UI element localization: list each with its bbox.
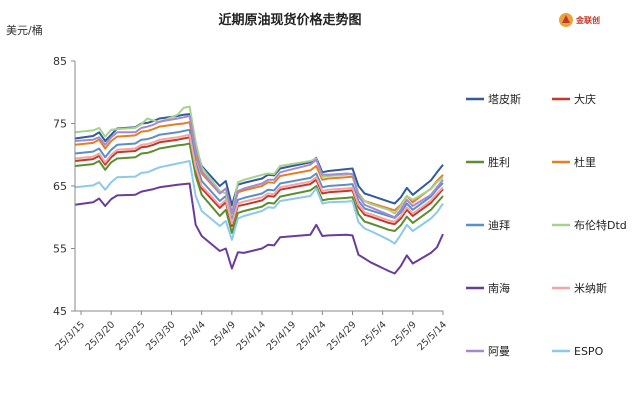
- legend-label: 胜利: [488, 155, 510, 169]
- legend-label: 阿曼: [488, 345, 510, 358]
- y-tick-label: 75: [53, 118, 67, 131]
- x-tick-label: 25/4/29: [325, 319, 359, 353]
- x-tick-label: 25/5/4: [359, 319, 388, 348]
- x-tick-label: 25/4/19: [265, 319, 299, 353]
- plot-area: [74, 105, 444, 275]
- y-axis: 45 55 65 75 85: [53, 55, 76, 318]
- x-tick-label: 25/4/4: [178, 319, 207, 348]
- y-tick-label: 45: [53, 305, 67, 318]
- y-tick-label: 85: [53, 55, 67, 68]
- x-tick-label: 25/4/9: [209, 319, 238, 348]
- y-tick-label: 55: [53, 243, 67, 256]
- x-tick-label: 25/4/14: [234, 319, 268, 353]
- x-tick-label: 25/3/30: [144, 319, 178, 353]
- legend-label: 塔皮斯: [488, 93, 521, 106]
- series-line: [74, 121, 444, 214]
- series-line: [74, 128, 444, 222]
- legend-label: 迪拜: [488, 219, 510, 232]
- legend-label: 米纳斯: [574, 282, 607, 295]
- series-line: [74, 136, 444, 227]
- series-line: [74, 133, 444, 225]
- x-tick-label: 25/3/15: [53, 319, 87, 353]
- legend-label: 杜里: [574, 155, 596, 169]
- series-line: [74, 142, 444, 234]
- y-tick-label: 65: [53, 180, 67, 193]
- y-axis-unit: 美元/桶: [6, 23, 43, 37]
- brand-logo: 金联创: [559, 13, 600, 27]
- series-line: [74, 160, 444, 245]
- x-tick-label: 25/3/25: [114, 319, 148, 353]
- series-line: [74, 105, 444, 216]
- logo-text: 金联创: [575, 15, 600, 25]
- logo-mark: [562, 15, 570, 23]
- series-line: [74, 115, 444, 219]
- x-tick-label: 25/5/14: [415, 319, 449, 353]
- legend-label: 大庆: [574, 92, 596, 106]
- x-tick-label: 25/4/24: [295, 319, 329, 353]
- series-line: [74, 182, 444, 275]
- legend-label: 南海: [488, 281, 510, 295]
- legend-label: 布伦特Dtd: [574, 218, 627, 232]
- x-tick-label: 25/3/20: [84, 319, 118, 353]
- chart-title: 近期原油现货价格走势图: [218, 12, 361, 28]
- legend-label: ESPO: [574, 345, 604, 358]
- x-tick-label: 25/5/9: [390, 319, 419, 348]
